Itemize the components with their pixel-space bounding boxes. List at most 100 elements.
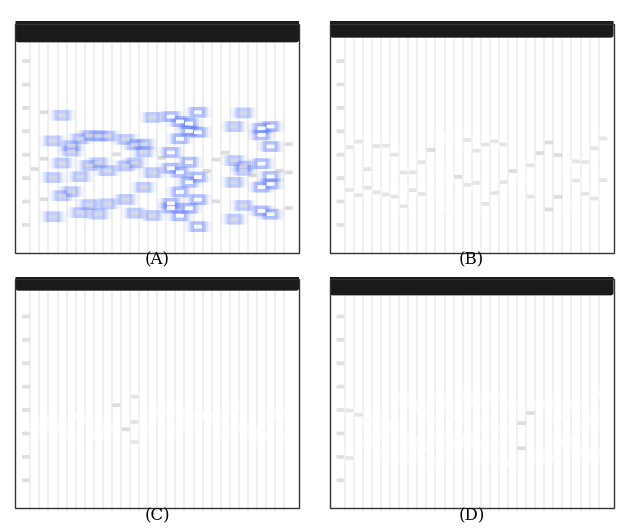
FancyBboxPatch shape — [466, 395, 486, 406]
FancyBboxPatch shape — [581, 423, 589, 427]
FancyBboxPatch shape — [436, 192, 444, 196]
FancyBboxPatch shape — [509, 403, 516, 407]
FancyBboxPatch shape — [330, 19, 613, 38]
FancyBboxPatch shape — [381, 191, 408, 202]
FancyBboxPatch shape — [426, 164, 454, 174]
FancyBboxPatch shape — [351, 190, 366, 201]
FancyBboxPatch shape — [170, 406, 190, 417]
FancyBboxPatch shape — [491, 191, 498, 195]
FancyBboxPatch shape — [130, 424, 157, 435]
FancyBboxPatch shape — [478, 139, 493, 150]
FancyBboxPatch shape — [372, 449, 399, 460]
FancyBboxPatch shape — [252, 123, 272, 134]
FancyBboxPatch shape — [199, 410, 214, 420]
FancyBboxPatch shape — [76, 199, 103, 210]
FancyBboxPatch shape — [116, 194, 135, 205]
FancyBboxPatch shape — [577, 448, 593, 459]
FancyBboxPatch shape — [337, 153, 344, 156]
FancyBboxPatch shape — [391, 452, 417, 462]
FancyBboxPatch shape — [233, 161, 253, 171]
FancyBboxPatch shape — [572, 448, 598, 459]
FancyBboxPatch shape — [360, 164, 375, 174]
FancyBboxPatch shape — [94, 134, 103, 138]
FancyBboxPatch shape — [351, 136, 366, 147]
FancyBboxPatch shape — [181, 126, 196, 136]
FancyBboxPatch shape — [345, 145, 353, 149]
FancyBboxPatch shape — [188, 221, 208, 232]
FancyBboxPatch shape — [263, 121, 278, 132]
FancyBboxPatch shape — [481, 136, 508, 147]
FancyBboxPatch shape — [22, 82, 30, 86]
FancyBboxPatch shape — [121, 157, 148, 168]
FancyBboxPatch shape — [58, 426, 66, 429]
FancyBboxPatch shape — [55, 157, 70, 169]
FancyBboxPatch shape — [45, 211, 60, 222]
FancyBboxPatch shape — [97, 198, 118, 209]
FancyBboxPatch shape — [233, 421, 253, 432]
FancyBboxPatch shape — [337, 338, 344, 342]
FancyBboxPatch shape — [82, 199, 97, 210]
FancyBboxPatch shape — [403, 400, 423, 411]
FancyBboxPatch shape — [125, 437, 145, 447]
FancyBboxPatch shape — [337, 408, 344, 412]
FancyBboxPatch shape — [25, 423, 45, 434]
FancyBboxPatch shape — [463, 178, 489, 188]
FancyBboxPatch shape — [181, 157, 196, 168]
FancyBboxPatch shape — [563, 437, 571, 441]
FancyBboxPatch shape — [372, 419, 399, 429]
FancyBboxPatch shape — [52, 110, 72, 121]
FancyBboxPatch shape — [563, 176, 589, 186]
FancyBboxPatch shape — [203, 413, 211, 417]
FancyBboxPatch shape — [484, 136, 504, 147]
FancyBboxPatch shape — [396, 167, 411, 178]
FancyBboxPatch shape — [554, 400, 581, 411]
FancyBboxPatch shape — [448, 411, 468, 422]
FancyBboxPatch shape — [554, 160, 581, 171]
FancyBboxPatch shape — [22, 129, 30, 133]
FancyBboxPatch shape — [161, 198, 181, 209]
FancyBboxPatch shape — [563, 442, 589, 453]
FancyBboxPatch shape — [418, 160, 426, 164]
FancyBboxPatch shape — [179, 157, 199, 168]
FancyBboxPatch shape — [426, 132, 454, 143]
FancyBboxPatch shape — [481, 458, 489, 462]
FancyBboxPatch shape — [94, 212, 103, 216]
FancyBboxPatch shape — [167, 406, 193, 417]
FancyBboxPatch shape — [175, 126, 203, 136]
FancyBboxPatch shape — [31, 167, 39, 171]
FancyBboxPatch shape — [436, 174, 462, 186]
FancyBboxPatch shape — [94, 434, 103, 438]
FancyBboxPatch shape — [164, 163, 179, 173]
FancyBboxPatch shape — [131, 440, 138, 444]
FancyBboxPatch shape — [158, 156, 166, 160]
FancyBboxPatch shape — [167, 151, 175, 154]
FancyBboxPatch shape — [367, 141, 386, 152]
FancyBboxPatch shape — [179, 203, 199, 214]
FancyBboxPatch shape — [179, 177, 199, 188]
FancyBboxPatch shape — [554, 153, 562, 157]
FancyBboxPatch shape — [367, 187, 386, 198]
FancyBboxPatch shape — [27, 423, 42, 434]
FancyBboxPatch shape — [76, 160, 103, 171]
FancyBboxPatch shape — [100, 165, 115, 176]
FancyBboxPatch shape — [466, 178, 486, 188]
FancyBboxPatch shape — [394, 167, 414, 178]
FancyBboxPatch shape — [175, 203, 203, 214]
FancyBboxPatch shape — [400, 395, 408, 399]
FancyBboxPatch shape — [121, 197, 130, 201]
FancyBboxPatch shape — [191, 172, 206, 182]
FancyBboxPatch shape — [517, 191, 544, 202]
FancyBboxPatch shape — [355, 193, 362, 197]
FancyBboxPatch shape — [48, 422, 75, 433]
FancyBboxPatch shape — [599, 451, 607, 455]
FancyBboxPatch shape — [478, 420, 493, 431]
FancyBboxPatch shape — [436, 136, 444, 139]
FancyBboxPatch shape — [226, 155, 242, 166]
FancyBboxPatch shape — [357, 182, 377, 193]
FancyBboxPatch shape — [36, 414, 52, 426]
FancyBboxPatch shape — [164, 147, 179, 158]
FancyBboxPatch shape — [257, 209, 284, 220]
FancyBboxPatch shape — [369, 410, 384, 420]
FancyBboxPatch shape — [130, 139, 157, 149]
FancyBboxPatch shape — [581, 192, 589, 196]
